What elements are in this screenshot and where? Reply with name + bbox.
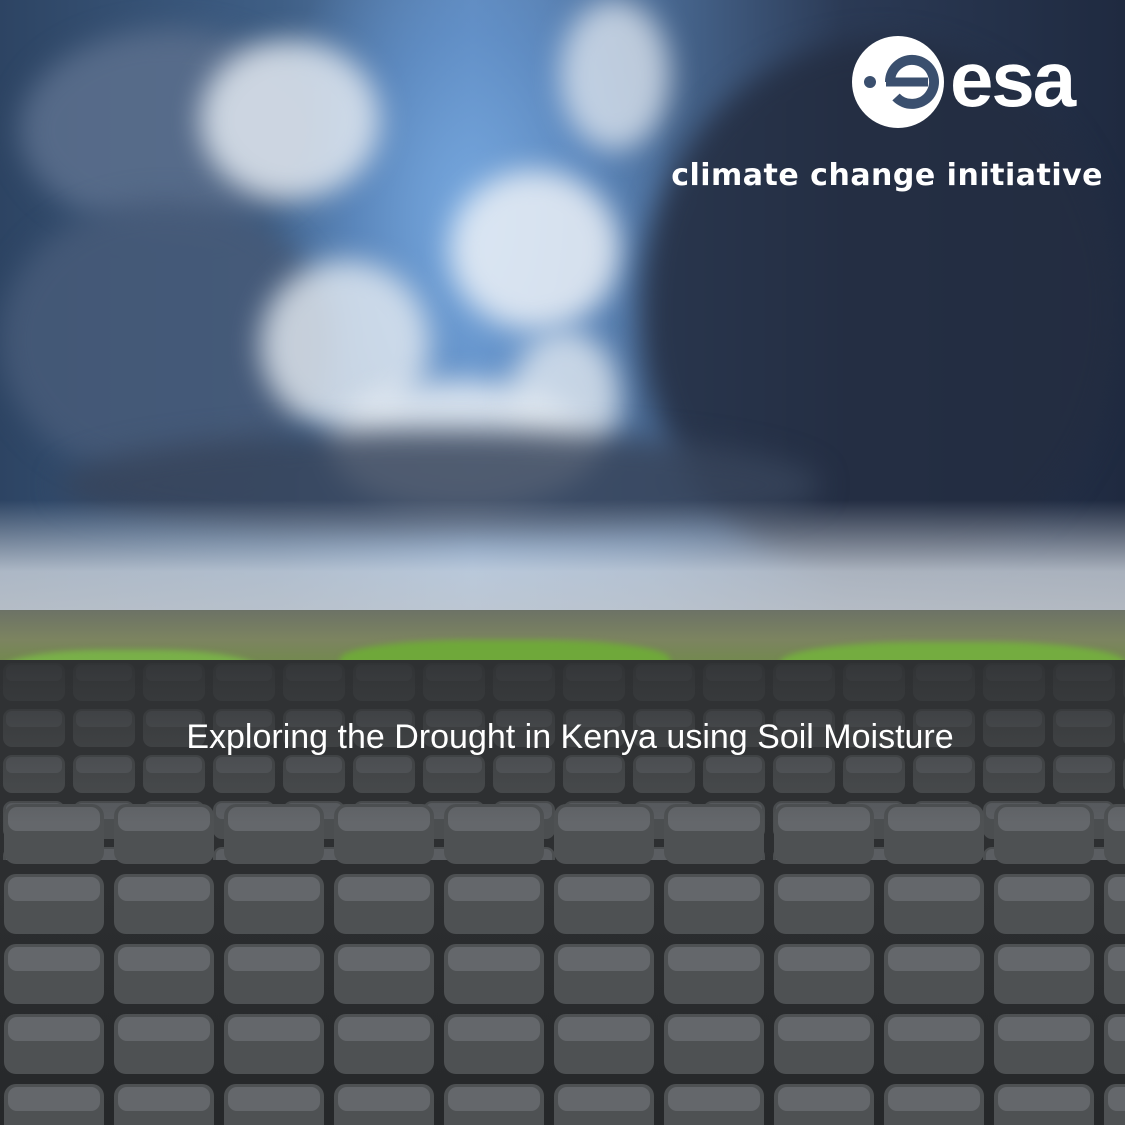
cloud (200, 40, 380, 200)
esa-logo: esa (850, 34, 1110, 134)
page-title: Exploring the Drought in Kenya using Soi… (186, 718, 954, 756)
tagline: climate change initiative (671, 158, 1103, 193)
stormy-sky (0, 0, 1125, 640)
esa-wordmark: esa (950, 35, 1076, 123)
horizon-haze (0, 500, 1125, 630)
esa-logo-mark-icon (852, 36, 944, 128)
cracked-earth-pattern (0, 660, 1125, 1125)
cloud (450, 170, 620, 330)
cloud (560, 0, 670, 150)
